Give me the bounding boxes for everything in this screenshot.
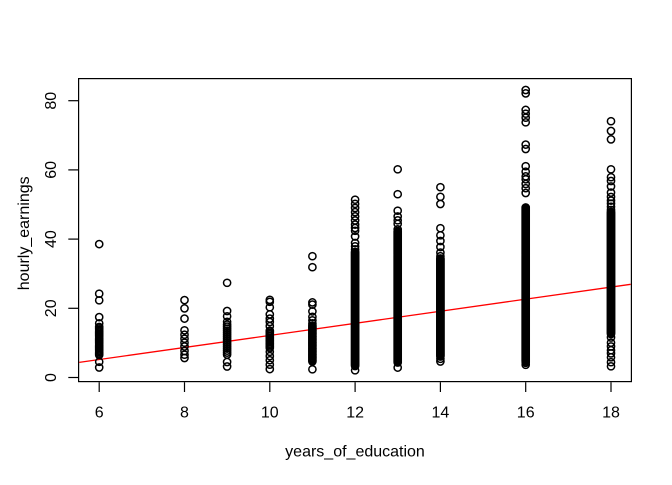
svg-text:40: 40 — [43, 230, 60, 248]
svg-text:16: 16 — [517, 405, 535, 422]
svg-text:years_of_education: years_of_education — [285, 444, 425, 461]
svg-text:20: 20 — [43, 299, 60, 317]
svg-text:80: 80 — [43, 92, 60, 110]
svg-text:8: 8 — [180, 405, 189, 422]
svg-text:12: 12 — [346, 405, 364, 422]
svg-text:0: 0 — [43, 373, 60, 382]
svg-text:hourly_earnings: hourly_earnings — [16, 176, 33, 290]
svg-text:10: 10 — [261, 405, 279, 422]
svg-text:6: 6 — [95, 405, 104, 422]
svg-text:14: 14 — [432, 405, 450, 422]
svg-text:60: 60 — [43, 161, 60, 179]
svg-text:18: 18 — [602, 405, 620, 422]
